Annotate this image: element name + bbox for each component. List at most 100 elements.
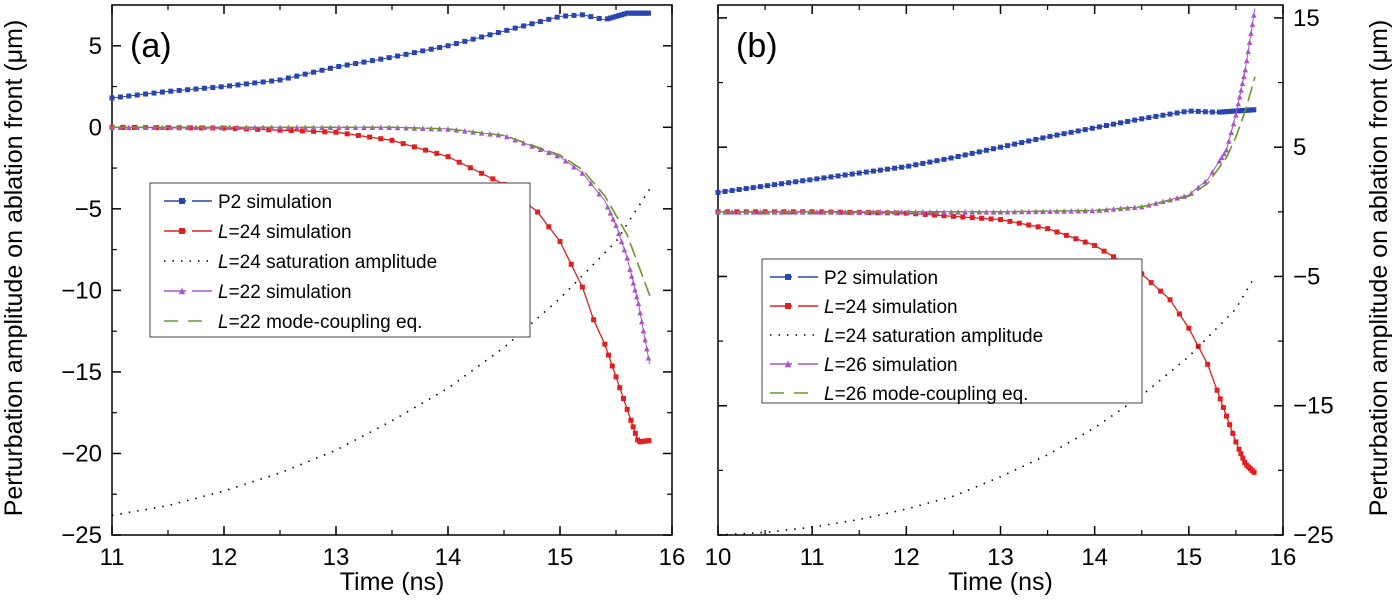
data-point bbox=[126, 93, 132, 99]
data-point bbox=[877, 209, 884, 215]
series-group bbox=[109, 124, 652, 445]
data-point bbox=[210, 124, 216, 131]
data-point bbox=[378, 56, 384, 62]
data-point bbox=[311, 69, 317, 75]
data-point bbox=[646, 438, 652, 444]
data-point bbox=[920, 209, 926, 215]
x-tick-label: 16 bbox=[1270, 544, 1297, 571]
data-point bbox=[235, 82, 241, 88]
data-point bbox=[579, 12, 585, 18]
data-point bbox=[607, 15, 613, 21]
data-point bbox=[618, 238, 625, 245]
data-point bbox=[260, 79, 266, 85]
data-point bbox=[903, 210, 909, 216]
data-point bbox=[1238, 87, 1244, 93]
data-point bbox=[1246, 39, 1253, 46]
data-point bbox=[736, 187, 742, 193]
legend: P2 simulation L=24 simulation L=24 saturat… bbox=[761, 258, 1143, 405]
data-point bbox=[277, 127, 283, 133]
data-point bbox=[1205, 361, 1211, 367]
legend-item: P2 simulation bbox=[164, 192, 332, 213]
data-point bbox=[941, 209, 947, 215]
data-point bbox=[294, 73, 300, 79]
panel-a: 11 12 13 14 15 16 Time (ns) 5 0 −5 −10 −15 −20 −25 (a)… bbox=[61, 4, 686, 596]
data-point bbox=[319, 67, 325, 73]
y-tick-label: −10 bbox=[61, 277, 102, 304]
data-point bbox=[613, 13, 619, 19]
data-point bbox=[627, 266, 633, 272]
data-point bbox=[835, 173, 841, 179]
y-tick-label: −25 bbox=[61, 522, 102, 549]
data-point bbox=[168, 124, 174, 131]
data-point bbox=[1174, 195, 1180, 201]
data-point bbox=[1132, 117, 1138, 123]
data-point bbox=[604, 204, 611, 210]
data-point bbox=[588, 180, 594, 187]
y-tick-label: 5 bbox=[89, 33, 102, 60]
data-point bbox=[327, 65, 333, 71]
legend-label: L=26 mode-coupling eq. bbox=[824, 384, 1028, 405]
panel-label: (a) bbox=[130, 27, 172, 65]
data-point bbox=[1219, 154, 1225, 160]
data-point bbox=[1167, 111, 1173, 117]
data-point bbox=[445, 154, 451, 160]
data-point bbox=[1089, 207, 1096, 214]
legend: P2 simulation L=24 simulation L=24 saturat… bbox=[149, 182, 531, 338]
x-tick-label: 16 bbox=[659, 544, 686, 571]
data-point bbox=[969, 150, 975, 156]
data-point bbox=[976, 149, 982, 155]
data-point bbox=[941, 213, 947, 219]
data-point bbox=[628, 273, 635, 279]
data-point bbox=[269, 78, 275, 84]
data-point bbox=[607, 210, 614, 216]
data-point bbox=[1045, 226, 1051, 232]
data-point bbox=[633, 293, 640, 300]
data-point bbox=[1227, 422, 1233, 428]
data-point bbox=[1240, 455, 1246, 461]
data-point bbox=[445, 43, 451, 49]
data-point bbox=[495, 30, 501, 36]
data-point bbox=[588, 14, 594, 20]
legend-label: L=24 simulation bbox=[218, 222, 352, 243]
data-point bbox=[252, 124, 258, 131]
legend-label: L=24 saturation amplitude bbox=[824, 326, 1043, 347]
data-point bbox=[729, 188, 735, 193]
data-point bbox=[934, 158, 940, 164]
data-point bbox=[1068, 129, 1074, 135]
data-point bbox=[609, 363, 615, 369]
data-point bbox=[624, 10, 630, 16]
data-point bbox=[529, 21, 535, 27]
data-point bbox=[546, 149, 552, 156]
data-point bbox=[932, 212, 938, 218]
data-point bbox=[1223, 147, 1230, 153]
x-tick-label: 15 bbox=[547, 544, 574, 571]
legend-label: L=22 mode-coupling eq. bbox=[218, 312, 422, 333]
data-point bbox=[644, 345, 650, 352]
y-tick-label: −25 bbox=[1293, 522, 1334, 549]
data-point bbox=[333, 129, 339, 135]
data-point bbox=[1096, 124, 1102, 130]
data-point bbox=[1139, 116, 1145, 122]
data-point bbox=[892, 165, 898, 171]
legend-item: L=24 saturation amplitude bbox=[164, 252, 437, 273]
x-tick-label: 15 bbox=[1175, 544, 1202, 571]
data-point bbox=[870, 168, 876, 174]
data-point bbox=[1239, 80, 1246, 86]
data-point bbox=[428, 46, 434, 52]
data-point bbox=[400, 141, 406, 147]
data-point bbox=[828, 174, 834, 180]
data-point bbox=[814, 176, 820, 182]
data-point bbox=[456, 159, 462, 165]
data-point bbox=[1082, 239, 1088, 245]
data-point bbox=[537, 146, 544, 152]
data-point bbox=[1118, 120, 1124, 126]
series-line bbox=[111, 12, 651, 99]
data-point bbox=[479, 34, 485, 40]
data-point bbox=[950, 213, 956, 219]
data-point bbox=[571, 164, 577, 170]
series-group bbox=[717, 76, 1256, 213]
data-point bbox=[898, 209, 905, 215]
series-group bbox=[111, 126, 651, 297]
data-point bbox=[1068, 208, 1074, 214]
data-point bbox=[490, 176, 496, 182]
